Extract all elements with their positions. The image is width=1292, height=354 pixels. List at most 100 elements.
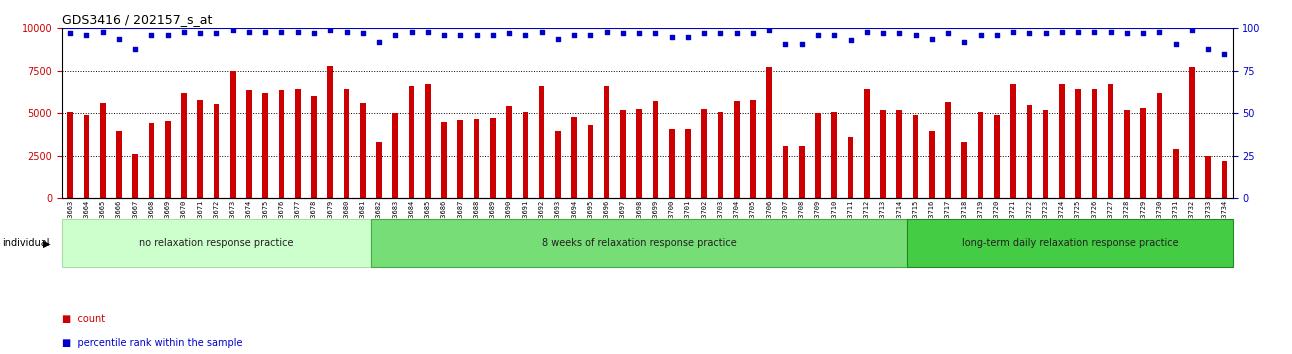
Point bbox=[531, 29, 552, 35]
Point bbox=[368, 39, 389, 45]
Bar bbox=[247, 90, 252, 198]
Bar bbox=[556, 131, 561, 198]
Point bbox=[173, 29, 194, 35]
Bar bbox=[213, 104, 220, 198]
Point bbox=[580, 32, 601, 38]
Bar bbox=[1189, 67, 1195, 198]
Bar bbox=[637, 109, 642, 198]
Text: no relaxation response practice: no relaxation response practice bbox=[140, 238, 293, 249]
Bar bbox=[262, 93, 267, 198]
Bar bbox=[1092, 90, 1097, 198]
Text: ■  count: ■ count bbox=[62, 314, 105, 324]
Bar bbox=[539, 86, 544, 198]
Point bbox=[222, 27, 243, 33]
Point bbox=[872, 30, 893, 36]
Bar bbox=[880, 110, 886, 198]
Bar bbox=[165, 121, 171, 198]
Point bbox=[906, 32, 926, 38]
Bar bbox=[67, 112, 72, 198]
Point bbox=[385, 32, 406, 38]
Point bbox=[548, 36, 568, 41]
Point bbox=[662, 34, 682, 40]
Point bbox=[190, 30, 211, 36]
Point bbox=[255, 29, 275, 35]
Point bbox=[516, 32, 536, 38]
Point bbox=[921, 36, 942, 41]
Point bbox=[1019, 30, 1040, 36]
Point bbox=[840, 38, 860, 43]
Bar bbox=[474, 119, 479, 198]
Bar bbox=[327, 66, 333, 198]
Bar bbox=[1205, 156, 1211, 198]
Bar bbox=[1010, 84, 1016, 198]
Bar bbox=[490, 118, 496, 198]
Bar bbox=[1222, 161, 1227, 198]
Point bbox=[1052, 29, 1072, 35]
Point bbox=[987, 32, 1008, 38]
Bar bbox=[751, 100, 756, 198]
Bar bbox=[652, 101, 658, 198]
Point bbox=[612, 30, 633, 36]
Bar bbox=[717, 113, 724, 198]
Bar bbox=[946, 102, 951, 198]
Text: individual: individual bbox=[3, 238, 50, 249]
Point bbox=[726, 30, 747, 36]
Bar bbox=[1075, 90, 1081, 198]
Bar bbox=[669, 129, 674, 198]
Bar bbox=[978, 112, 983, 198]
Text: ▶: ▶ bbox=[43, 238, 50, 249]
Bar bbox=[1173, 149, 1178, 198]
Bar bbox=[766, 67, 773, 198]
Bar bbox=[198, 100, 203, 198]
Point bbox=[482, 32, 503, 38]
Point bbox=[645, 30, 665, 36]
Point bbox=[59, 30, 80, 36]
Bar bbox=[994, 115, 1000, 198]
Bar bbox=[929, 131, 934, 198]
Point bbox=[597, 29, 618, 35]
Bar bbox=[506, 107, 512, 198]
Bar bbox=[181, 93, 187, 198]
Point bbox=[125, 46, 146, 52]
Point bbox=[1133, 30, 1154, 36]
Bar bbox=[84, 115, 89, 198]
Bar bbox=[571, 117, 578, 198]
Point bbox=[499, 30, 519, 36]
Bar bbox=[99, 103, 106, 198]
Point bbox=[743, 30, 764, 36]
Bar bbox=[702, 109, 707, 198]
Point bbox=[109, 36, 129, 41]
Point bbox=[938, 30, 959, 36]
Point bbox=[677, 34, 698, 40]
Text: ■  percentile rank within the sample: ■ percentile rank within the sample bbox=[62, 338, 243, 348]
Point bbox=[417, 29, 438, 35]
Point bbox=[320, 27, 341, 33]
Bar bbox=[620, 110, 625, 198]
Text: long-term daily relaxation response practice: long-term daily relaxation response prac… bbox=[961, 238, 1178, 249]
Point bbox=[92, 29, 112, 35]
Point bbox=[758, 27, 779, 33]
Bar bbox=[393, 113, 398, 198]
Bar bbox=[279, 90, 284, 198]
Point bbox=[808, 32, 828, 38]
Point bbox=[287, 29, 307, 35]
Bar bbox=[376, 142, 382, 198]
Point bbox=[1198, 46, 1218, 52]
Point bbox=[402, 29, 422, 35]
Bar bbox=[961, 142, 968, 198]
Point bbox=[450, 32, 470, 38]
Point bbox=[1165, 41, 1186, 46]
Bar bbox=[783, 147, 788, 198]
Text: GDS3416 / 202157_s_at: GDS3416 / 202157_s_at bbox=[62, 13, 212, 26]
Point bbox=[141, 32, 162, 38]
Point bbox=[1084, 29, 1105, 35]
Bar bbox=[408, 86, 415, 198]
Bar bbox=[1027, 105, 1032, 198]
Point bbox=[434, 32, 455, 38]
Point bbox=[857, 29, 877, 35]
Bar bbox=[588, 125, 593, 198]
Bar bbox=[734, 101, 739, 198]
Bar bbox=[311, 96, 317, 198]
Bar bbox=[1141, 108, 1146, 198]
Bar bbox=[685, 130, 691, 198]
